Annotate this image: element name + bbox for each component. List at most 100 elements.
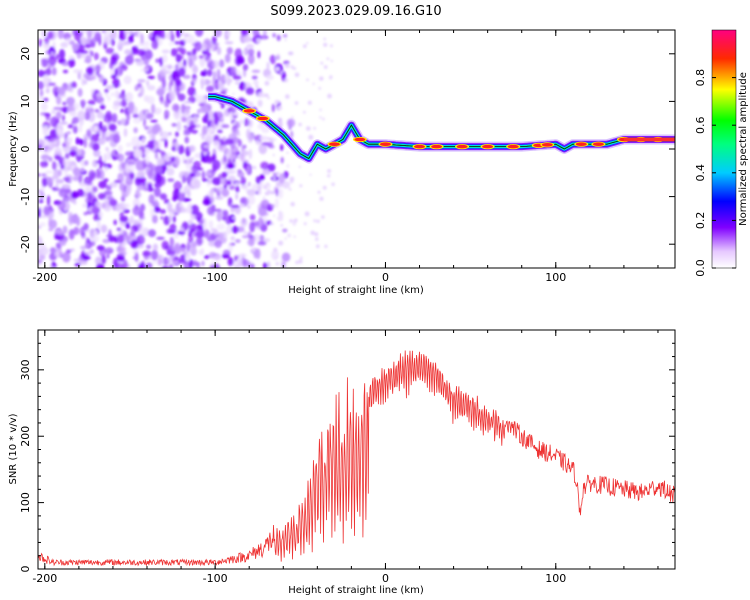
noise-blob bbox=[78, 123, 83, 133]
noise-blob bbox=[171, 123, 178, 127]
snr-y-label: SNR (10 * v/v) bbox=[8, 413, 19, 484]
x-tick-label: 100 bbox=[545, 271, 566, 284]
noise-blob bbox=[96, 112, 105, 119]
noise-blob bbox=[48, 228, 54, 232]
noise-blob bbox=[226, 180, 232, 186]
noise-blob bbox=[310, 230, 315, 235]
colorbar-tick-label: 0.6 bbox=[694, 116, 707, 134]
noise-blob bbox=[38, 95, 43, 101]
noise-blob bbox=[216, 190, 221, 198]
noise-blob bbox=[167, 132, 172, 136]
noise-blob bbox=[164, 155, 172, 162]
noise-blob bbox=[79, 226, 86, 237]
noise-blob bbox=[298, 122, 302, 127]
noise-blob bbox=[168, 230, 176, 234]
y-tick-label: -20 bbox=[19, 235, 32, 253]
noise-blob bbox=[164, 99, 170, 108]
noise-blob bbox=[73, 69, 80, 74]
noise-blob bbox=[96, 137, 106, 145]
noise-blob bbox=[262, 36, 266, 40]
colorbar-tick-label: 0.4 bbox=[694, 164, 707, 182]
noise-blob bbox=[299, 256, 303, 260]
noise-blob bbox=[330, 59, 333, 63]
noise-blob bbox=[72, 167, 81, 177]
noise-blob bbox=[210, 260, 215, 267]
noise-blob bbox=[164, 109, 170, 119]
noise-blob bbox=[157, 30, 165, 39]
noise-blob bbox=[200, 42, 208, 51]
noise-blob bbox=[55, 179, 65, 184]
noise-blob bbox=[142, 250, 152, 257]
noise-blob bbox=[274, 197, 279, 209]
noise-blob bbox=[257, 50, 261, 59]
noise-blob bbox=[65, 37, 72, 44]
noise-blob bbox=[233, 112, 238, 116]
noise-blob bbox=[327, 169, 331, 173]
noise-blob bbox=[172, 188, 181, 200]
noise-blob bbox=[166, 167, 175, 176]
noise-blob bbox=[237, 253, 247, 258]
noise-blob bbox=[223, 154, 227, 163]
noise-blob bbox=[84, 243, 90, 248]
noise-blob bbox=[128, 163, 135, 175]
noise-blob bbox=[137, 79, 146, 83]
noise-blob bbox=[105, 147, 109, 152]
noise-blob bbox=[288, 51, 294, 56]
noise-blob bbox=[284, 63, 290, 69]
noise-blob bbox=[314, 232, 319, 237]
noise-blob bbox=[242, 35, 251, 43]
x-tick-label: 100 bbox=[545, 572, 566, 585]
noise-blob bbox=[271, 204, 275, 208]
noise-blob bbox=[182, 175, 186, 184]
noise-blob bbox=[68, 55, 74, 60]
noise-blob bbox=[143, 117, 146, 128]
noise-blob bbox=[188, 230, 193, 237]
noise-blob bbox=[41, 177, 48, 188]
noise-blob bbox=[47, 55, 57, 66]
noise-blob bbox=[134, 86, 138, 91]
noise-blob bbox=[167, 256, 174, 264]
noise-blob bbox=[103, 30, 112, 39]
noise-blob bbox=[141, 216, 146, 220]
noise-blob bbox=[241, 30, 248, 37]
noise-blob bbox=[323, 42, 328, 47]
ridge-hotspot bbox=[257, 116, 269, 121]
noise-blob bbox=[110, 55, 118, 66]
noise-blob bbox=[198, 249, 204, 255]
noise-blob bbox=[221, 215, 227, 221]
noise-blob bbox=[78, 174, 83, 184]
noise-blob bbox=[330, 44, 333, 48]
noise-blob bbox=[70, 81, 77, 89]
noise-blob bbox=[48, 82, 56, 86]
noise-blob bbox=[124, 49, 132, 55]
noise-blob bbox=[150, 164, 157, 172]
noise-blob bbox=[209, 188, 214, 199]
noise-blob bbox=[76, 216, 80, 227]
noise-blob bbox=[64, 167, 68, 178]
noise-blob bbox=[131, 45, 139, 55]
ridge-hotspot bbox=[592, 142, 604, 146]
noise-blob bbox=[289, 219, 293, 223]
noise-blob bbox=[207, 206, 214, 216]
noise-blob bbox=[257, 191, 262, 195]
noise-blob bbox=[134, 31, 138, 37]
noise-blob bbox=[124, 30, 128, 37]
noise-blob bbox=[122, 259, 128, 268]
noise-blob bbox=[280, 224, 284, 227]
noise-blob bbox=[192, 168, 198, 174]
noise-blob bbox=[84, 251, 92, 256]
noise-blob bbox=[201, 178, 209, 182]
noise-blob bbox=[264, 93, 269, 98]
noise-blob bbox=[42, 247, 49, 255]
noise-blob bbox=[327, 93, 332, 99]
noise-blob bbox=[147, 85, 156, 91]
noise-blob bbox=[133, 127, 138, 134]
noise-blob bbox=[164, 139, 168, 148]
noise-blob bbox=[234, 121, 241, 129]
noise-blob bbox=[199, 220, 204, 225]
noise-blob bbox=[123, 128, 128, 137]
noise-blob bbox=[154, 172, 162, 184]
noise-blob bbox=[91, 206, 101, 214]
noise-blob bbox=[55, 182, 59, 190]
noise-blob bbox=[306, 42, 309, 45]
